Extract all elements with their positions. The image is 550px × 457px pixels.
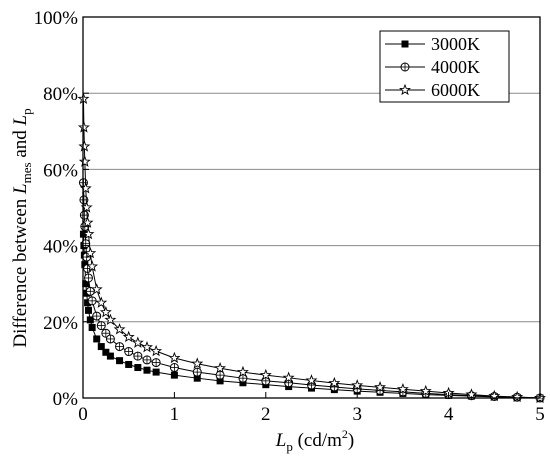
data-point [282,371,295,383]
tick-marks [82,16,541,399]
y-tick-label: 20% [43,313,78,334]
data-point [239,379,247,387]
y-tick-label: 40% [43,237,78,258]
data-point [305,374,318,386]
series-line [82,182,541,399]
data-point [84,299,92,307]
x-tick-label: 3 [352,404,362,425]
x-tick-label: 1 [170,404,180,425]
y-tick-label: 60% [43,160,78,181]
data-point [101,328,111,338]
data-point [214,361,227,374]
data-point [113,323,126,335]
data-point [78,155,91,167]
data-point [134,364,142,372]
data-point [90,283,103,295]
data-point [259,368,272,381]
data-point [192,367,202,377]
data-point [351,379,364,391]
data-point [96,321,106,331]
data-point [151,358,161,368]
data-point [83,273,93,283]
series-layer [77,92,546,404]
data-point [122,330,135,343]
data-point [168,351,181,364]
data-point [82,280,90,288]
data-point [99,305,112,318]
legend-label: 3000K [431,34,480,54]
data-point [77,121,90,133]
data-point [102,348,110,356]
data-point [215,370,225,380]
data-point [169,363,179,373]
legend-marker [399,83,411,96]
data-point [81,216,94,228]
data-point [152,368,160,376]
grid-lines [83,92,540,323]
data-point [328,376,341,389]
data-point [105,334,115,344]
legend-marker [400,62,410,72]
plot-frame [82,16,541,399]
legend-item: 4000K [385,57,480,77]
data-point [191,357,204,369]
data-point [86,316,94,324]
y-axis-title: Difference between Lmes and Lp [10,108,34,347]
x-axis-title: Lp (cd/m2) [275,427,354,454]
tick-labels: 0% 20% 40% 60% 80% 100% 0 1 2 3 4 5 [34,8,545,425]
data-point [95,296,108,308]
data-point [78,140,91,152]
data-point [125,360,133,368]
y-tick-label: 80% [43,84,78,105]
data-point [86,260,99,272]
data-point [82,227,95,240]
data-point [84,246,97,259]
x-tick-label: 4 [444,404,454,425]
data-point [131,336,144,348]
legend-marker [401,40,409,48]
data-point [87,296,97,306]
data-point [511,390,524,403]
data-point [84,306,92,314]
data-point [374,381,387,393]
legend-item: 3000K [385,34,480,54]
data-point [92,311,102,321]
data-point [133,351,143,361]
legend-label: 6000K [431,80,480,100]
y-tick-label: 0% [53,389,79,410]
data-point [216,377,224,385]
data-point [104,313,117,325]
data-point [396,382,409,395]
data-point [81,261,89,269]
data-point [419,384,432,397]
data-point [93,335,101,343]
y-tick-label: 100% [34,8,79,29]
x-tick-label: 5 [535,404,545,425]
data-point [193,374,201,382]
legend-label: 4000K [431,57,480,77]
data-point [97,343,105,351]
legend: 3000K 4000K 6000K [379,30,510,103]
data-point [115,342,125,352]
x-tick-label: 0 [78,404,88,425]
data-point [150,344,163,357]
x-tick-label: 2 [261,404,271,425]
data-point [79,182,92,194]
data-point [170,371,178,379]
series-line [82,234,541,399]
data-point [142,355,152,365]
data-point [465,388,478,400]
data-point [140,341,153,353]
data-point [106,352,114,360]
data-point [238,373,248,383]
data-point [88,324,96,332]
data-point [124,347,134,357]
legend-item: 6000K [385,80,480,100]
data-point [236,365,249,378]
series-line [82,98,541,399]
data-point [143,366,151,374]
data-point [116,357,124,365]
